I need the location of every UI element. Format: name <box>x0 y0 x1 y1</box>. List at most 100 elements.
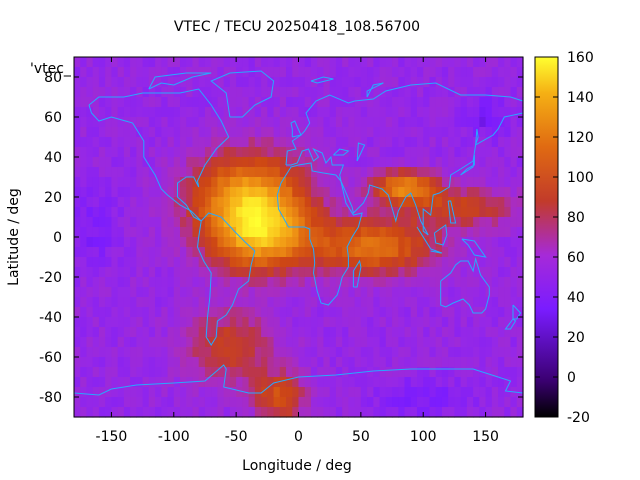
heat-cell <box>261 127 268 138</box>
heat-cell <box>329 367 337 378</box>
heat-cell <box>192 327 200 338</box>
heat-cell <box>342 167 349 178</box>
heat-cell <box>360 187 368 198</box>
heat-cell <box>416 67 424 78</box>
heat-cell <box>229 157 237 168</box>
heat-cell <box>229 407 237 418</box>
heat-cell <box>367 377 374 388</box>
heat-cell <box>367 197 374 208</box>
heat-cell <box>360 327 368 338</box>
heat-cell <box>329 287 337 298</box>
heat-cell <box>410 127 418 138</box>
heat-cell <box>485 97 493 108</box>
heat-cell <box>491 187 499 198</box>
heat-cell <box>466 277 474 288</box>
heat-cell <box>142 257 150 268</box>
heat-cell <box>86 147 94 158</box>
heat-cell <box>298 377 306 388</box>
heat-cell <box>404 387 412 398</box>
heat-cell <box>479 207 487 218</box>
heat-cell <box>267 147 275 158</box>
heat-cell <box>454 337 462 348</box>
heat-cell <box>435 77 443 88</box>
heat-cell <box>404 257 412 268</box>
heat-cell <box>223 307 231 318</box>
heat-cell <box>286 287 293 298</box>
chart-title: VTEC / TECU 20250418_108.56700 <box>174 19 420 35</box>
heat-cell <box>186 367 194 378</box>
heat-cell <box>273 237 281 248</box>
heat-cell <box>473 157 480 168</box>
heat-cell <box>367 97 374 108</box>
heat-cell <box>429 367 437 378</box>
heat-cell <box>342 337 349 348</box>
heat-cell <box>273 267 281 278</box>
heat-cell <box>98 267 106 278</box>
heat-cell <box>236 167 243 178</box>
heat-cell <box>80 207 88 218</box>
heat-cell <box>130 337 137 348</box>
heat-cell <box>142 367 150 378</box>
heat-cell <box>86 97 94 108</box>
heat-cell <box>485 187 493 198</box>
heat-cell <box>261 137 268 148</box>
heat-cell <box>211 267 219 278</box>
heat-cell <box>92 187 100 198</box>
heat-cell <box>229 107 237 118</box>
heat-cell <box>510 157 518 168</box>
heat-cell <box>317 407 325 418</box>
heat-cell <box>504 97 512 108</box>
heat-cell <box>86 177 94 188</box>
heat-cell <box>74 107 81 118</box>
heat-cell <box>479 387 487 398</box>
heat-cell <box>117 367 125 378</box>
heat-cell <box>74 187 81 198</box>
heat-cell <box>485 137 493 148</box>
heat-cell <box>317 267 325 278</box>
heat-cell <box>373 67 381 78</box>
heat-cell <box>516 277 524 288</box>
heat-cell <box>510 267 518 278</box>
heat-cell <box>155 237 162 248</box>
heat-cell <box>111 97 119 108</box>
heat-cell <box>105 347 113 358</box>
heat-cell <box>105 407 113 418</box>
heat-cell <box>173 147 181 158</box>
heat-cell <box>92 227 100 238</box>
heat-cell <box>385 267 393 278</box>
coastline <box>333 148 350 156</box>
heat-cell <box>317 337 325 348</box>
heat-cell <box>254 247 262 258</box>
heat-cell <box>473 397 480 408</box>
heat-cell <box>323 67 331 78</box>
heat-cell <box>86 407 94 418</box>
heat-cell <box>304 387 312 398</box>
heat-cell <box>173 317 181 328</box>
heat-cell <box>86 347 94 358</box>
heat-cell <box>466 367 474 378</box>
heat-cell <box>261 107 268 118</box>
heat-cell <box>167 117 175 128</box>
heat-cell <box>229 327 237 338</box>
x-tick-label: 0 <box>294 429 303 445</box>
heat-cell <box>223 147 231 158</box>
heat-cell <box>267 397 275 408</box>
heat-cell <box>385 167 393 178</box>
heat-cell <box>142 67 150 78</box>
heat-cell <box>105 277 113 288</box>
heat-cell <box>98 197 106 208</box>
heat-cell <box>123 297 131 308</box>
heat-cell <box>335 57 343 68</box>
heat-cell <box>310 67 318 78</box>
key-label: 'vtec_ <box>30 61 72 77</box>
heat-cell <box>217 297 225 308</box>
heat-cell <box>198 217 206 228</box>
heat-cell <box>198 127 206 138</box>
heat-cell <box>292 157 300 168</box>
heat-cell <box>192 117 200 128</box>
heat-cell <box>491 107 499 118</box>
heat-cell <box>404 307 412 318</box>
heat-cell <box>105 377 113 388</box>
heat-cell <box>92 117 100 128</box>
heat-cell <box>373 227 381 238</box>
